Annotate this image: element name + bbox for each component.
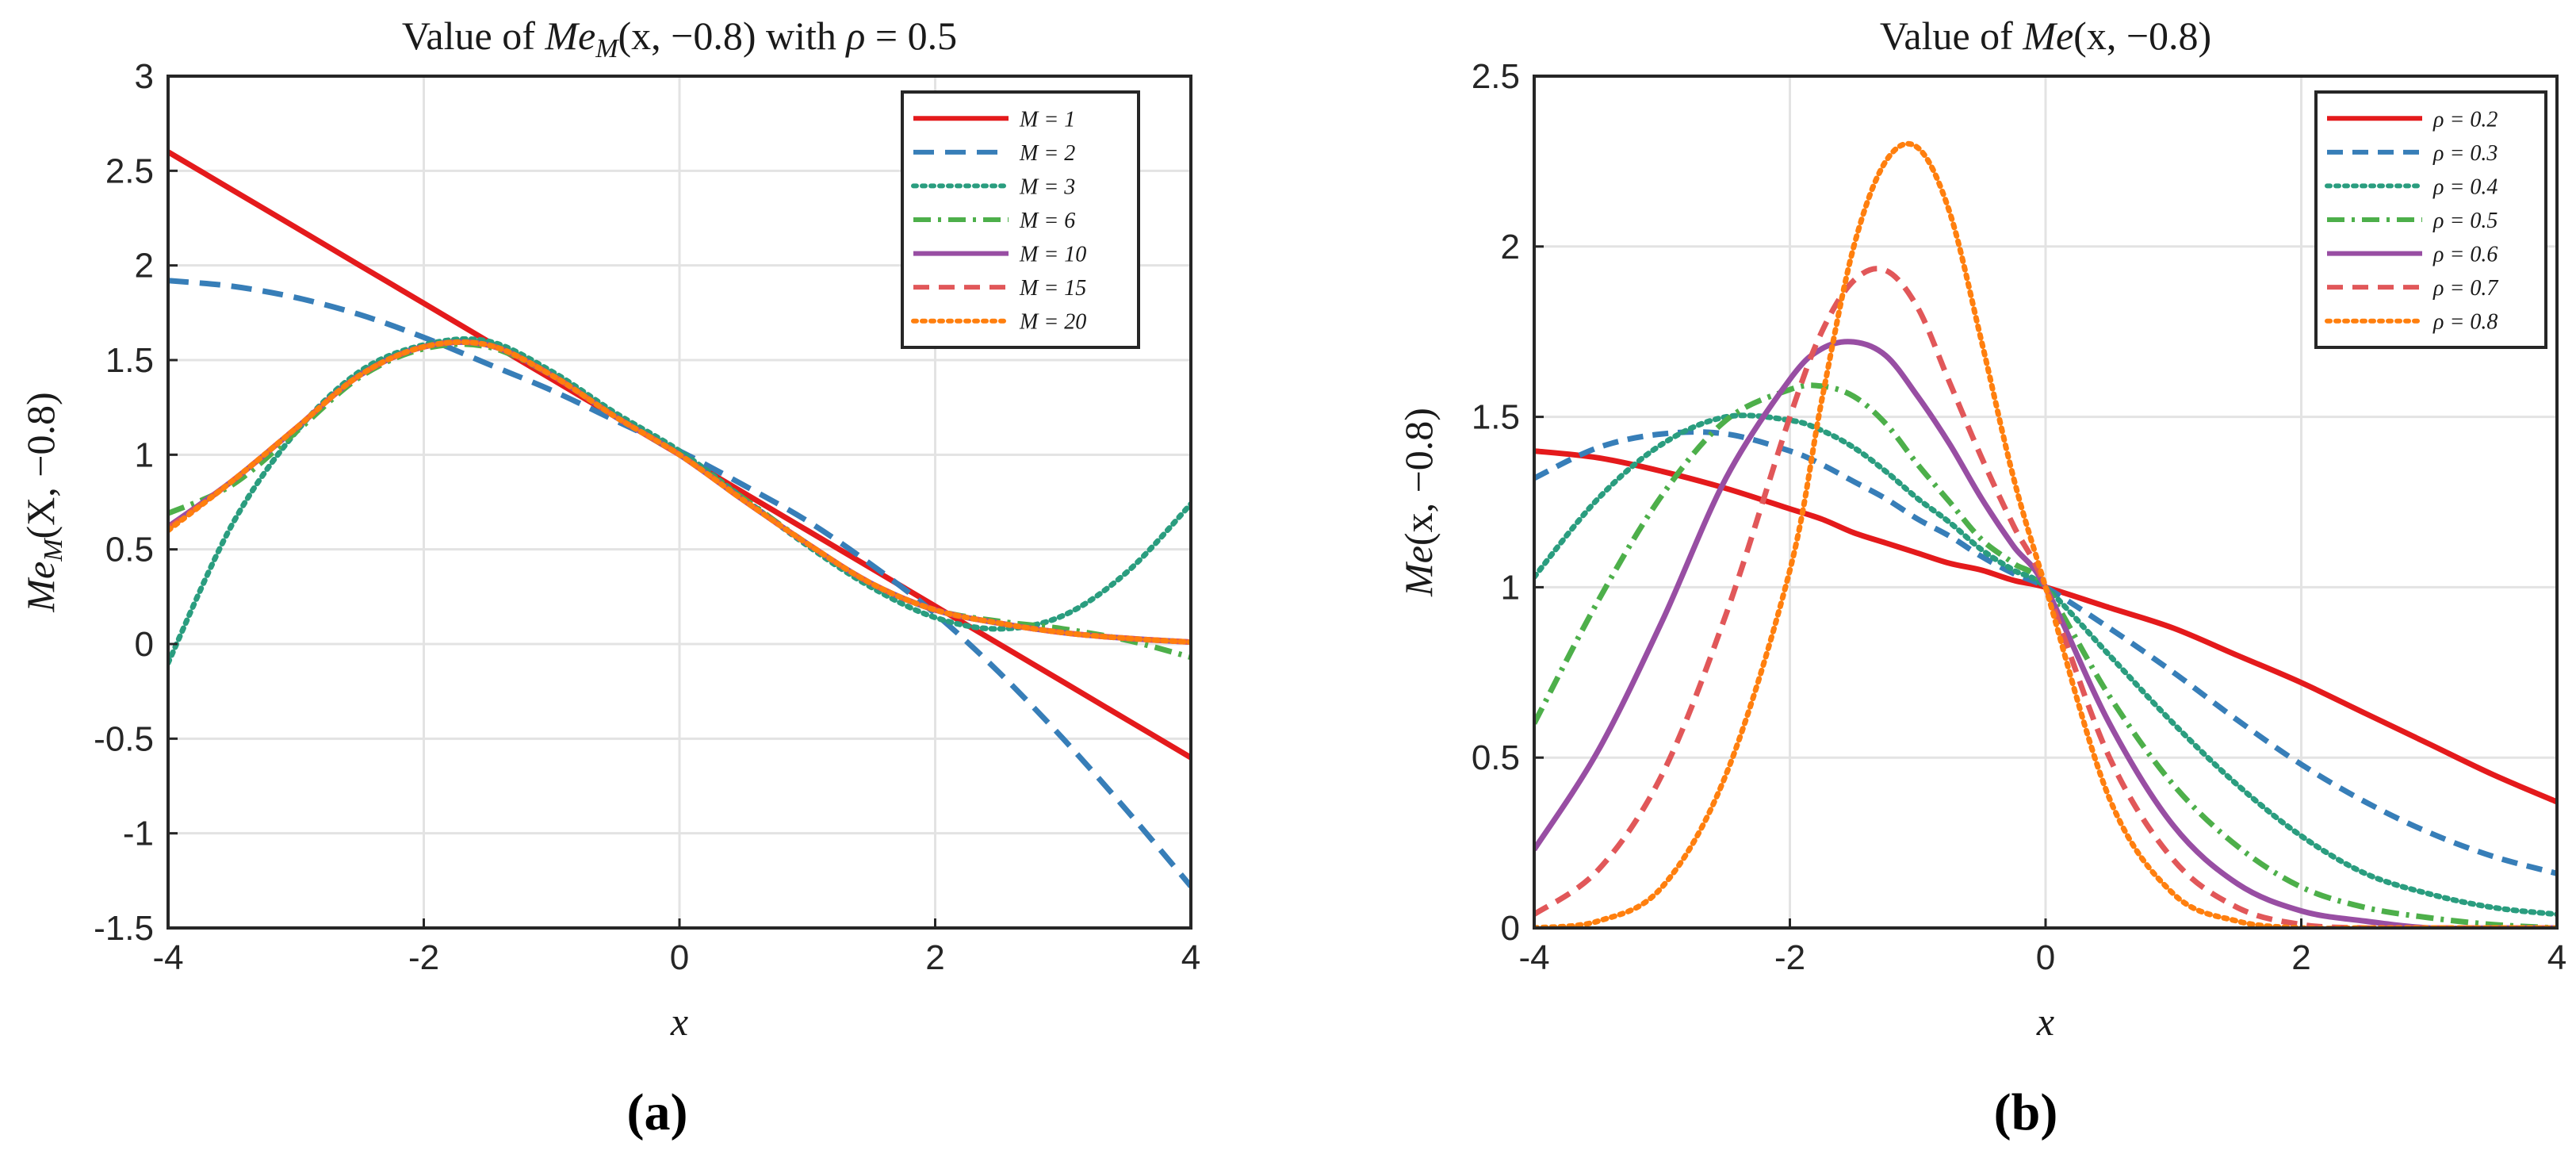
series-line-1 — [168, 278, 1191, 888]
panel-a-title: Value of MeM(x, −0.8) with ρ = 0.5 — [402, 13, 957, 63]
x-tick-label: -4 — [152, 938, 183, 977]
legend-label: ρ = 0.7 — [2432, 276, 2498, 301]
y-tick-label: -1 — [123, 815, 154, 853]
x-tick-label: 0 — [670, 938, 689, 977]
legend-label: M = 3 — [1019, 174, 1075, 199]
legend-label: ρ = 0.8 — [2432, 310, 2498, 335]
panel-a-xlabel: x — [670, 999, 688, 1044]
series-line-4 — [1534, 339, 2557, 928]
y-tick-label: 0 — [1501, 909, 1520, 948]
series-line-0 — [1534, 448, 2557, 805]
x-tick-label: -4 — [1518, 938, 1549, 977]
legend-label: ρ = 0.5 — [2432, 209, 2498, 233]
legend-box — [2314, 90, 2547, 349]
panel-b-ticks: -4 -2 0 2 4 0 0.5 1 1.5 2 2.5 — [1472, 57, 2566, 977]
y-tick-label: 0.5 — [105, 531, 154, 569]
y-tick-label: 3 — [135, 57, 154, 96]
legend-label: ρ = 0.2 — [2432, 107, 2498, 132]
y-tick-label: 1.5 — [105, 341, 154, 380]
series-line-5 — [1534, 266, 2557, 928]
panel-a-series-lines — [168, 149, 1191, 888]
y-tick-label: 2.5 — [1472, 57, 1520, 96]
panel-b-subfigure-label: (b) — [1994, 1083, 2058, 1141]
chart-panel-a: -4 -2 0 2 4 -1.5 -1 -0.5 0 0.5 1 1.5 2 2.5 3 Value of … — [0, 0, 1284, 1154]
legend-label: M = 2 — [1019, 141, 1075, 166]
y-tick-label: 2 — [1501, 228, 1520, 266]
legend-label: ρ = 0.4 — [2432, 174, 2498, 199]
panel-b-xlabel: x — [2036, 999, 2054, 1044]
x-tick-label: -2 — [408, 938, 439, 977]
y-tick-label: 2.5 — [105, 151, 154, 190]
panel-b-legend: ρ = 0.2 ρ = 0.3 ρ = 0.4 ρ = 0.5 ρ = 0.6 ρ = 0… — [2314, 90, 2547, 349]
chart-panel-b: -4 -2 0 2 4 0 0.5 1 1.5 2 2.5 Value of Me(x, −0.8)… — [1396, 13, 2566, 1141]
x-tick-label: 4 — [1181, 938, 1200, 977]
y-tick-label: 1 — [135, 435, 154, 474]
y-tick-label: -0.5 — [94, 719, 154, 758]
x-tick-label: 0 — [2036, 938, 2055, 977]
x-tick-label: 4 — [2547, 938, 2566, 977]
y-tick-label: 1.5 — [1472, 398, 1520, 437]
y-tick-label: 1 — [1501, 568, 1520, 607]
x-tick-label: 2 — [925, 938, 944, 977]
legend-label: M = 15 — [1019, 276, 1086, 301]
panel-a-ticks: -4 -2 0 2 4 -1.5 -1 -0.5 0 0.5 1 1.5 2 2.5 3 — [94, 57, 1200, 977]
series-line-6 — [168, 339, 1191, 646]
series-line-3 — [1534, 382, 2557, 928]
legend-label: M = 10 — [1019, 243, 1086, 267]
y-tick-label: 0 — [135, 625, 154, 664]
y-tick-label: 0.5 — [1472, 738, 1520, 777]
x-tick-label: 2 — [2291, 938, 2310, 977]
y-tick-label: -1.5 — [94, 909, 154, 948]
legend-label: M = 1 — [1019, 107, 1075, 132]
panel-b-ylabel: Me(x, −0.8) — [1396, 408, 1441, 597]
panel-a-ylabel: MeM(X, −0.8) — [18, 392, 68, 612]
panel-b-title: Value of Me(x, −0.8) — [1880, 13, 2211, 58]
series-line-1 — [1534, 429, 2557, 876]
legend-label: M = 20 — [1019, 310, 1086, 335]
legend-label: ρ = 0.6 — [2432, 243, 2498, 267]
panel-a-legend: M = 1 M = 2 M = 3 M = 6 M = 10 M = 15 M = 20 — [901, 90, 1140, 349]
x-tick-label: -2 — [1774, 938, 1805, 977]
legend-label: M = 6 — [1019, 209, 1075, 233]
legend-label: ρ = 0.3 — [2432, 141, 2498, 166]
y-tick-label: 2 — [135, 247, 154, 286]
panel-a-subfigure-label: (a) — [627, 1083, 688, 1141]
legend-box — [901, 90, 1140, 349]
